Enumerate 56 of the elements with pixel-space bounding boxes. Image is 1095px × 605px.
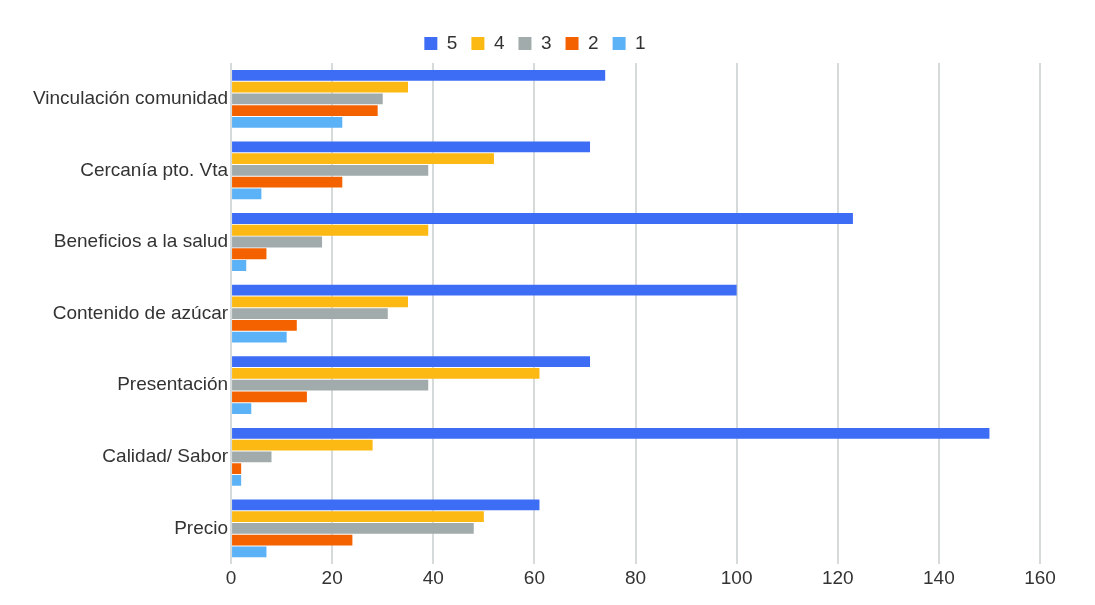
bar [232, 93, 383, 105]
y-tick-label: Precio [174, 516, 229, 538]
bar [232, 356, 591, 368]
x-tick-label: 80 [624, 566, 647, 588]
x-tick-label: 0 [225, 566, 237, 588]
legend-label: 2 [588, 31, 599, 53]
y-tick-label: Vinculación comunidad [32, 87, 229, 109]
bar [232, 116, 343, 128]
y-tick-label: Beneficios a la salud [53, 230, 229, 252]
bar [232, 534, 353, 546]
bar [232, 141, 591, 153]
bar [232, 248, 267, 260]
legend-label: 3 [540, 31, 552, 53]
bar [232, 236, 323, 248]
bar [232, 391, 307, 403]
bar [232, 105, 378, 116]
bar [232, 546, 267, 558]
bar [232, 427, 990, 439]
x-tick-label: 120 [821, 566, 854, 588]
bar [232, 511, 484, 523]
bar [232, 224, 429, 236]
bar [232, 153, 494, 165]
bar [232, 176, 343, 188]
bar [232, 260, 247, 271]
bar [232, 213, 853, 224]
x-tick-label: 140 [923, 566, 955, 588]
bar [232, 523, 474, 534]
bar [232, 403, 252, 415]
y-tick-label: Calidad/ Sabor [102, 445, 229, 467]
bar [232, 439, 373, 451]
bar [232, 284, 737, 296]
x-tick-label: 40 [422, 566, 444, 588]
bar [232, 296, 409, 308]
legend-label: 1 [635, 31, 646, 53]
x-tick-label: 100 [720, 566, 753, 588]
y-tick-label: Presentación [117, 373, 229, 395]
bar [232, 463, 242, 474]
bar [232, 188, 262, 200]
x-tick-label: 60 [523, 566, 545, 588]
bar [232, 81, 409, 93]
y-tick-label: Contenido de azúcar [52, 301, 229, 323]
legend-label: 4 [493, 31, 505, 53]
bar [232, 451, 272, 463]
bar [232, 69, 606, 81]
x-tick-label: 160 [1024, 566, 1056, 588]
bar [232, 308, 388, 319]
bar [232, 331, 287, 343]
bar [232, 368, 540, 379]
x-tick-label: 20 [321, 566, 343, 588]
bar [232, 319, 297, 331]
bar [232, 499, 540, 511]
legend-label: 5 [446, 31, 458, 53]
bar [232, 165, 429, 176]
bar [232, 379, 429, 391]
y-tick-label: Cercanía pto. Vta [80, 158, 229, 180]
bar [232, 474, 242, 486]
